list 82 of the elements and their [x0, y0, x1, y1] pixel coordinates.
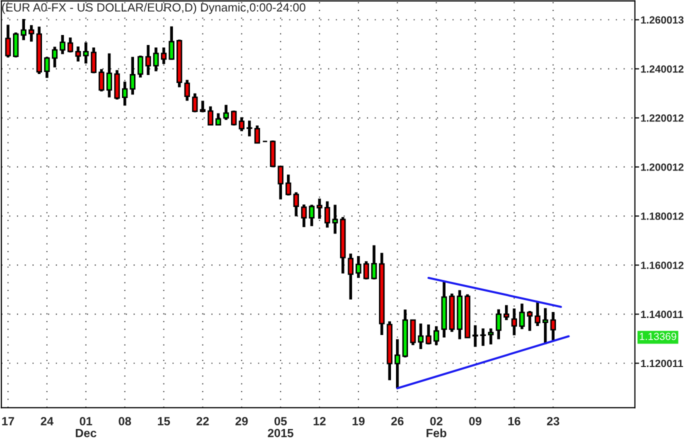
candlestick	[332, 203, 338, 236]
candlestick	[20, 18, 26, 42]
candlestick	[308, 203, 315, 228]
candlestick	[192, 92, 198, 114]
candlestick	[488, 327, 494, 346]
candlestick	[153, 46, 159, 73]
candlestick	[168, 25, 174, 62]
x-tick-label: 01 Dec	[76, 417, 96, 438]
candlestick	[98, 68, 104, 93]
x-tick-label: 23	[546, 417, 560, 426]
x-tick-label: 26	[391, 417, 404, 426]
candlestick	[348, 252, 354, 301]
candlestick	[90, 46, 97, 75]
x-tick-label: 09	[469, 417, 482, 426]
y-tick-label: 1.260013	[641, 16, 684, 24]
candlestick	[534, 300, 540, 328]
candlestick	[504, 304, 510, 322]
candlestick	[184, 78, 190, 102]
y-tick-label: 1.160012	[641, 262, 684, 269]
candlestick	[286, 173, 292, 197]
candlestick	[208, 105, 214, 127]
candlestick	[426, 323, 432, 346]
text: 1.13369	[640, 332, 676, 340]
candlestick	[496, 308, 502, 341]
candlestick	[301, 203, 307, 228]
candlestick	[324, 200, 330, 229]
candlestick	[356, 254, 362, 280]
candlestick	[145, 44, 152, 76]
x-tick-label: 16	[508, 417, 520, 426]
candlestick	[67, 36, 74, 54]
candlestick	[200, 99, 206, 114]
chart-title: (EUR A0-FX - US DOLLAR/EURO,D) Dynamic,0:00-24:00	[2, 2, 306, 14]
candlestick	[160, 46, 167, 66]
x-tick-label: 08	[118, 417, 132, 426]
candlestick	[418, 322, 424, 350]
candlestick	[122, 80, 128, 108]
candlestick	[130, 55, 136, 96]
candlestick	[472, 324, 478, 348]
candlestick	[44, 55, 50, 80]
candlestick	[231, 109, 237, 127]
x-tick-label: 12	[314, 417, 326, 426]
candlestick	[238, 116, 244, 133]
candlestick	[5, 23, 11, 59]
y-tick-label: 1.120011	[641, 360, 684, 368]
y-tick-label: 1.240012	[641, 65, 684, 73]
x-tick-label: 22	[196, 417, 209, 426]
candlestick	[433, 324, 440, 347]
x-tick-label: 17	[2, 417, 14, 426]
x-tick-label: 05 2015	[268, 417, 294, 438]
candlestick	[316, 197, 322, 220]
candlestick	[371, 244, 377, 281]
x-tick-label: 19	[352, 417, 365, 426]
candlestick	[511, 307, 518, 337]
candlestick	[83, 40, 89, 65]
candlestick	[246, 119, 252, 138]
candlestick	[278, 165, 284, 201]
candlestick	[215, 112, 222, 127]
candlestick	[12, 31, 19, 59]
candlestick	[60, 34, 66, 56]
candlestick	[28, 24, 34, 44]
candlestick	[106, 52, 112, 99]
x-tick-label: 15	[158, 417, 170, 426]
candlestick	[394, 338, 400, 390]
candlestick	[52, 45, 58, 69]
candlestick	[410, 318, 416, 347]
candlestick	[223, 104, 229, 122]
y-tick-label: 1.180012	[641, 212, 684, 220]
candlestick	[550, 310, 556, 342]
candlestick	[526, 310, 533, 332]
candlestick	[75, 45, 81, 63]
y-tick-label: 1.200012	[641, 163, 684, 171]
candlestick	[293, 190, 299, 218]
x-tick-label: 02 Feb	[426, 417, 446, 438]
candlestick	[254, 124, 260, 144]
candlestick	[363, 260, 370, 281]
x-tick-label: 29	[235, 417, 248, 426]
candlestick	[519, 302, 525, 331]
x-tick-label: 24	[40, 417, 54, 426]
y-tick-label: 1.220012	[641, 114, 684, 122]
candlestick	[480, 327, 486, 348]
candlestick	[138, 54, 144, 79]
y-tick-label: 1.140011	[641, 310, 684, 318]
